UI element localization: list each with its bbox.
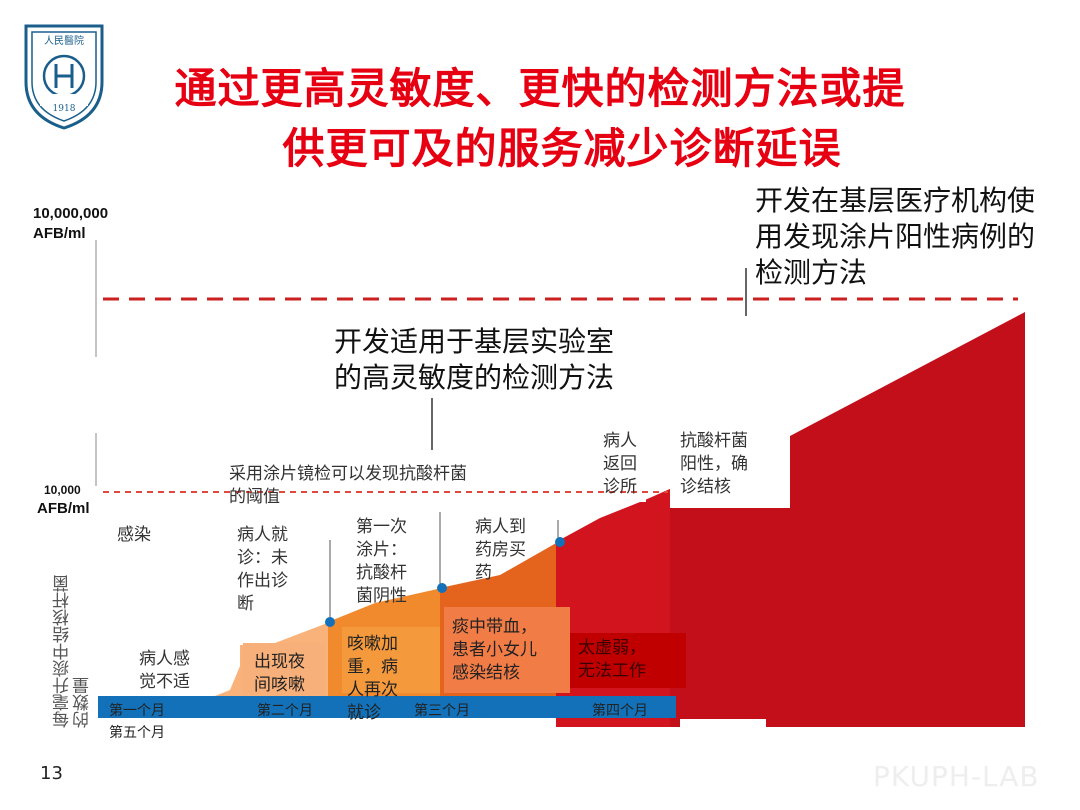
stage-visit-line-4: 断 bbox=[237, 594, 254, 614]
stage-positive-line-3: 诊结核 bbox=[680, 477, 731, 497]
watermark: PKUPH-LAB bbox=[873, 760, 1040, 793]
y-axis-label: 的数量 每毫升痰中结核杆菌 bbox=[44, 548, 114, 728]
stage-visit: 病人就 诊：未 作出诊 断 bbox=[237, 524, 288, 616]
page-title-line-2: 供更可及的服务减少诊断延误 bbox=[282, 124, 842, 173]
top-right-callout-line-3: 检测方法 bbox=[755, 256, 868, 289]
y-axis-label-line-2: 的数量 bbox=[73, 677, 93, 728]
stage-pharmacy-line-1: 病人到 bbox=[475, 517, 526, 537]
stage-cough-line-2: 间咳嗽 bbox=[254, 675, 305, 695]
month-2-label: 第二个月 bbox=[257, 703, 313, 719]
curve-region-red bbox=[556, 488, 672, 727]
stage-blood-line-3: 感染结核 bbox=[452, 663, 520, 683]
stage-pharmacy-line-2: 药房买 bbox=[475, 540, 526, 560]
stage-smear-line-4: 菌阴性 bbox=[356, 586, 407, 606]
marker-dot-1 bbox=[325, 617, 335, 627]
top-right-callout-line-1: 开发在基层医疗机构使 bbox=[755, 184, 1036, 217]
stage-worse-line-3: 人再次 bbox=[347, 680, 398, 700]
y-axis-mid-unit: AFB/ml bbox=[37, 500, 90, 517]
stage-unwell: 病人感 觉不适 bbox=[139, 648, 190, 694]
y-axis-mid-value: 10,000 bbox=[44, 483, 81, 497]
timeline-white-strip bbox=[680, 719, 766, 727]
month-3-label: 第三个月 bbox=[414, 703, 470, 719]
middle-callout-line-2: 的高灵敏度的检测方法 bbox=[334, 361, 615, 394]
stage-visit-line-1: 病人就 bbox=[237, 525, 288, 545]
threshold-label-line-2: 的阈值 bbox=[229, 487, 280, 507]
logo-text: 人民醫院 bbox=[44, 36, 84, 47]
stage-infection: 感染 bbox=[117, 525, 151, 545]
stage-cough: 出现夜 间咳嗽 bbox=[254, 651, 305, 697]
month-4-label: 第四个月 bbox=[592, 703, 648, 719]
stage-positive-line-1: 抗酸杆菌 bbox=[680, 431, 748, 451]
curve-region-red-right bbox=[670, 312, 1025, 727]
y-axis-label-line-1: 每毫升痰中结核杆菌 bbox=[53, 575, 73, 728]
stage-worse: 咳嗽加 重，病 人再次 就诊 bbox=[347, 633, 398, 725]
return-stage-box bbox=[596, 424, 646, 502]
stage-weak-line-1: 太虚弱， bbox=[578, 638, 646, 658]
cough-stage-box bbox=[243, 643, 325, 695]
stage-smear: 第一次 涂片： 抗酸杆 菌阴性 bbox=[356, 516, 407, 608]
stage-smear-line-3: 抗酸杆 bbox=[356, 563, 407, 583]
marker-dot-2 bbox=[437, 583, 447, 593]
stage-pharmacy: 病人到 药房买 药 bbox=[475, 516, 526, 585]
y-axis-top-value: 10,000,000 bbox=[33, 205, 109, 222]
stage-smear-line-1: 第一次 bbox=[356, 517, 407, 537]
stage-unwell-line-2: 觉不适 bbox=[139, 672, 190, 692]
stage-positive: 抗酸杆菌 阳性，确 诊结核 bbox=[680, 430, 748, 499]
threshold-label-line-1: 采用涂片镜检可以发现抗酸杆菌 bbox=[229, 464, 467, 484]
stage-positive-line-2: 阳性，确 bbox=[680, 454, 748, 474]
stage-return-line-3: 诊所 bbox=[603, 477, 637, 497]
blood-stage-box bbox=[444, 607, 570, 693]
stage-worse-line-1: 咳嗽加 bbox=[347, 634, 398, 654]
stage-unwell-line-1: 病人感 bbox=[139, 649, 190, 669]
middle-callout-line-1: 开发适用于基层实验室 bbox=[334, 325, 615, 358]
top-right-callout-line-2: 用发现涂片阳性病例的 bbox=[755, 220, 1036, 253]
stage-blood-line-2: 患者小女儿 bbox=[452, 640, 537, 660]
stage-smear-line-2: 涂片： bbox=[356, 540, 407, 560]
page-title-line-1: 通过更高灵敏度、更快的检测方法或提 bbox=[174, 64, 906, 113]
stage-visit-line-2: 诊：未 bbox=[237, 548, 288, 568]
stage-visit-line-3: 作出诊 bbox=[237, 571, 288, 591]
y-axis-top-unit: AFB/ml bbox=[33, 225, 86, 242]
month-5-label: 第五个月 bbox=[109, 725, 165, 741]
stage-weak-line-2: 无法工作 bbox=[578, 661, 646, 681]
hospital-logo: 人民醫院 1918 bbox=[20, 20, 108, 132]
stage-return: 病人 返回 诊所 bbox=[603, 430, 637, 499]
page-number: 13 bbox=[40, 763, 63, 784]
month-1-label: 第一个月 bbox=[109, 703, 165, 719]
threshold-label: 采用涂片镜检可以发现抗酸杆菌 的阈值 bbox=[229, 463, 569, 509]
stage-weak: 太虚弱， 无法工作 bbox=[578, 637, 646, 683]
stage-cough-line-1: 出现夜 bbox=[254, 652, 305, 672]
worse-stage-box bbox=[342, 627, 440, 693]
stage-worse-line-4: 就诊 bbox=[347, 703, 381, 723]
stage-return-line-2: 返回 bbox=[603, 454, 637, 474]
stage-return-line-1: 病人 bbox=[603, 431, 637, 451]
stage-worse-line-2: 重，病 bbox=[347, 657, 398, 677]
top-right-callout: 开发在基层医疗机构使 用发现涂片阳性病例的 检测方法 bbox=[755, 183, 1075, 291]
marker-dot-3 bbox=[555, 537, 565, 547]
weak-stage-box bbox=[568, 633, 686, 688]
middle-callout: 开发适用于基层实验室 的高灵敏度的检测方法 bbox=[334, 324, 654, 396]
stage-pharmacy-line-3: 药 bbox=[475, 563, 492, 583]
stage-blood-line-1: 痰中带血， bbox=[452, 617, 537, 637]
timeline-bar bbox=[98, 696, 676, 718]
positive-stage-box bbox=[670, 424, 790, 508]
stage-blood: 痰中带血， 患者小女儿 感染结核 bbox=[452, 616, 537, 685]
logo-year: 1918 bbox=[52, 104, 76, 114]
